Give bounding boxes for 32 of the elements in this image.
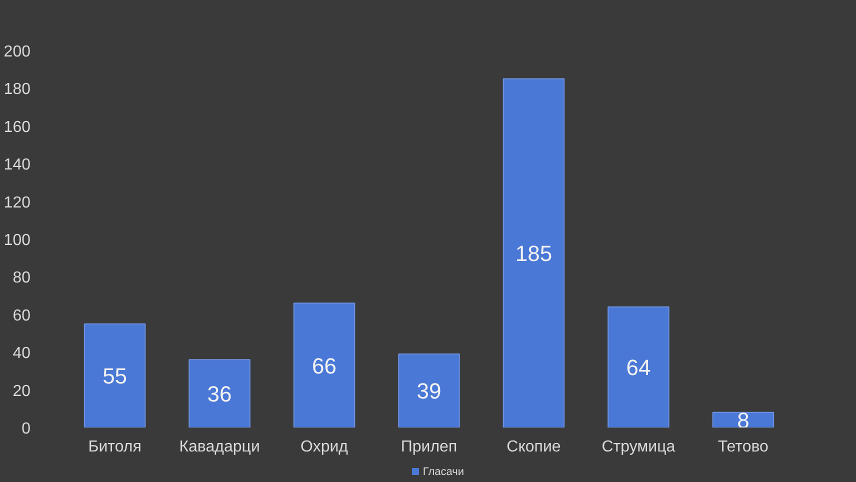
x-tick-label: Скопие (506, 438, 561, 456)
data-label: 66 (312, 353, 337, 378)
x-tick-label: Охрид (300, 438, 349, 456)
bar (608, 306, 670, 428)
data-label: 64 (626, 355, 651, 380)
y-tick-label: 120 (4, 194, 31, 212)
y-tick-label: 200 (4, 44, 31, 60)
bar (398, 353, 460, 428)
y-tick-label: 100 (4, 232, 31, 249)
legend-label: Гласачи (5, 465, 856, 481)
x-tick-label: Прилеп (400, 438, 458, 456)
bar (712, 412, 774, 428)
data-label: 185 (515, 241, 552, 266)
bar (502, 78, 565, 428)
y-tick-label: 20 (12, 382, 31, 400)
bar (188, 359, 250, 428)
y-tick-label: 140 (4, 156, 31, 174)
y-tick-label: 160 (4, 118, 31, 136)
y-tick-label: 180 (4, 81, 31, 98)
bar (293, 302, 356, 428)
y-tick-label: 40 (12, 345, 31, 362)
data-label: 55 (102, 364, 128, 389)
bar (84, 323, 146, 428)
y-tick-label: 0 (22, 420, 31, 438)
x-tick-label: Битоля (88, 438, 142, 456)
y-tick-label: 60 (12, 307, 31, 324)
x-tick-label: Кавадарци (179, 438, 260, 456)
x-tick-label: Тетово (718, 438, 769, 456)
y-tick-label: 80 (12, 270, 31, 287)
x-tick-label: Струмица (602, 438, 676, 456)
data-label: 39 (416, 378, 442, 404)
data-label: 36 (207, 382, 232, 407)
